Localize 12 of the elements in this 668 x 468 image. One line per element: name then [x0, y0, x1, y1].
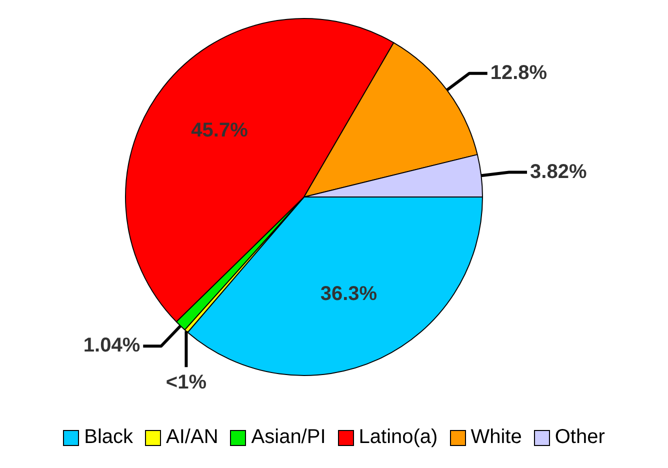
legend-label: Black	[84, 426, 134, 449]
legend-label: AI/AN	[166, 426, 218, 449]
legend-label: White	[470, 426, 522, 449]
data-label: 36.3%	[320, 282, 378, 305]
data-label: 12.8%	[490, 62, 548, 84]
data-label: 45.7%	[191, 120, 248, 142]
legend-label: Latino(a)	[358, 426, 438, 449]
legend-label: Asian/PI	[251, 426, 326, 449]
data-label: 1.04%	[83, 334, 140, 357]
data-label: 3.82%	[530, 160, 587, 183]
data-label: <1%	[166, 372, 207, 394]
legend-label: Other	[554, 426, 605, 449]
